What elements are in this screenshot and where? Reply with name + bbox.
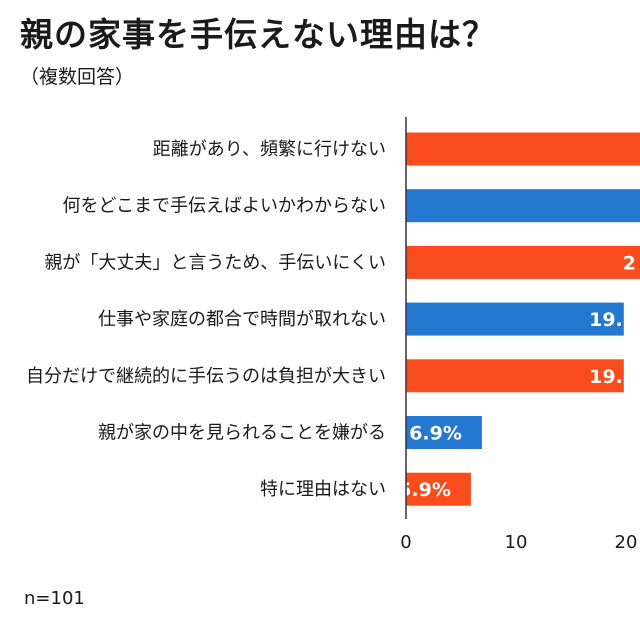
category-label: 何をどこまで手伝えばよいかわからない <box>63 196 386 217</box>
sample-size-note: n=101 <box>24 588 85 609</box>
bar <box>406 189 640 223</box>
bar <box>406 245 640 279</box>
bar <box>406 472 471 506</box>
bar <box>406 302 624 336</box>
category-label: 距離があり、頻繁に行けない <box>153 139 386 160</box>
data-label: 19.8 <box>589 366 636 388</box>
bar <box>406 416 482 449</box>
data-label: 19.8 <box>589 309 636 331</box>
category-label: 親が家の中を見られることを嫌がる <box>98 423 386 444</box>
chart-title: 親の家事を手伝えない理由は？ <box>20 15 496 54</box>
data-label: 6.9% <box>409 423 462 445</box>
x-tick-label: 0 <box>400 532 411 553</box>
category-label: 特に理由はない <box>260 479 386 500</box>
x-tick-label: 20 <box>615 532 638 553</box>
chart-subtitle: （複数回答） <box>20 66 135 88</box>
x-tick-label: 10 <box>505 532 528 553</box>
category-label: 自分だけで継続的に手伝うのは負担が大きい <box>26 366 386 387</box>
data-label: 5.9% <box>398 479 451 501</box>
category-label: 仕事や家庭の都合で時間が取れない <box>98 309 386 330</box>
category-label: 親が「大丈夫」と言うため、手伝いにくい <box>44 252 386 273</box>
data-label: 2 <box>623 252 636 274</box>
bar <box>406 359 624 393</box>
bar <box>406 132 640 166</box>
